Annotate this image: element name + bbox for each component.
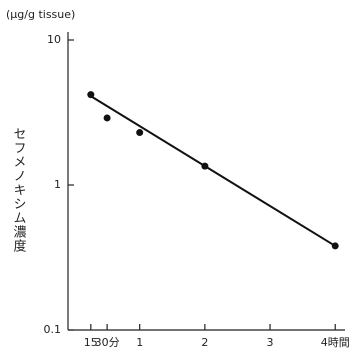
unit-label: (μg/g tissue)	[6, 8, 75, 21]
data-point	[201, 162, 209, 170]
y-axis-label: セフメノキシム濃度	[11, 127, 27, 253]
x-tick-label: 15	[84, 336, 98, 349]
x-tick-label: 3	[267, 336, 274, 349]
data-point	[87, 91, 95, 99]
y-tick-label: 1	[54, 178, 61, 191]
data-point	[103, 114, 111, 122]
x-tick-label: 2	[201, 336, 208, 349]
data-point	[136, 129, 144, 137]
x-tick-label: 30分	[95, 336, 120, 349]
y-tick-label: 0.1	[44, 323, 62, 336]
x-tick-label: 4時間	[321, 336, 350, 349]
fit-line	[90, 95, 336, 247]
x-tick-label: 1	[136, 336, 143, 349]
y-tick-label: 10	[47, 33, 61, 46]
data-point	[331, 242, 339, 250]
